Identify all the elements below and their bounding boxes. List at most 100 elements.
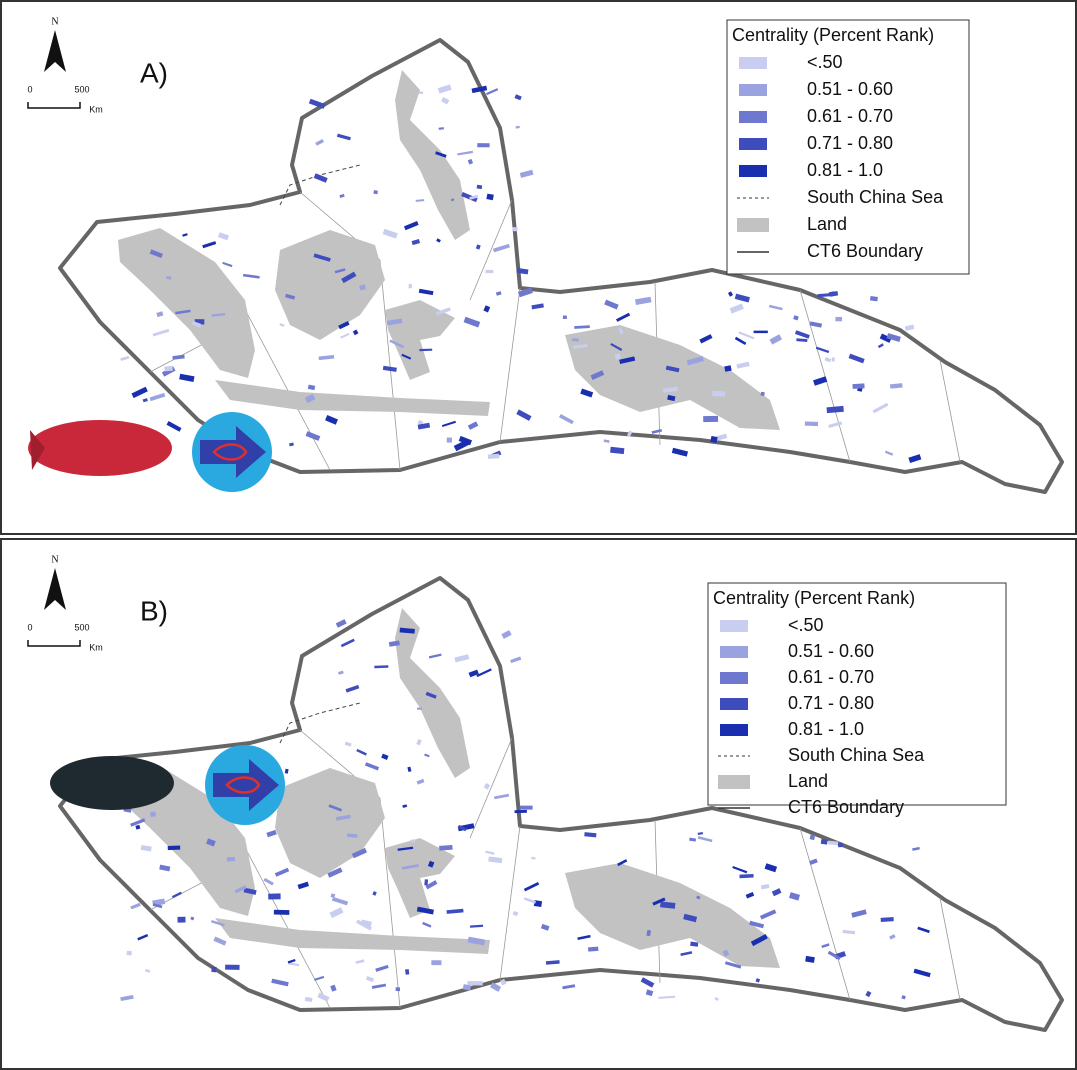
legend-label: 0.71 - 0.80 bbox=[807, 133, 893, 153]
reef-patch bbox=[396, 987, 400, 991]
reef-patch bbox=[127, 951, 132, 956]
reef-patch bbox=[835, 317, 842, 322]
legend-label: 0.71 - 0.80 bbox=[788, 693, 874, 713]
reef-patch bbox=[409, 284, 412, 288]
reef-patch bbox=[477, 143, 489, 147]
reef-patch bbox=[447, 438, 452, 443]
legend-label: 0.51 - 0.60 bbox=[807, 79, 893, 99]
legend-swatch bbox=[720, 724, 748, 736]
legend-swatch bbox=[739, 57, 767, 69]
legend-label: 0.51 - 0.60 bbox=[788, 641, 874, 661]
reef-patch bbox=[211, 967, 216, 973]
scale-label: Km bbox=[89, 104, 103, 114]
reef-patch bbox=[439, 845, 453, 851]
reef-patch bbox=[703, 416, 718, 422]
reef-patch bbox=[374, 665, 388, 668]
reef-patch bbox=[501, 630, 511, 639]
reef-patch bbox=[761, 392, 765, 396]
legend-swatch bbox=[718, 775, 750, 789]
legend-label: Land bbox=[807, 214, 847, 234]
scale-label: 0 bbox=[27, 622, 32, 632]
reef-patch bbox=[419, 91, 423, 94]
legend-title: Centrality (Percent Rank) bbox=[732, 25, 934, 45]
reef-patch bbox=[143, 398, 148, 402]
figure: N0500KmA)Centrality (Percent Rank)<.500.… bbox=[0, 0, 1077, 1070]
legend-swatch bbox=[720, 672, 748, 684]
reef-patch bbox=[419, 349, 432, 352]
legend-label: South China Sea bbox=[807, 187, 944, 207]
reef-patch bbox=[167, 421, 182, 432]
legend-label: <.50 bbox=[807, 52, 843, 72]
legend-swatch bbox=[720, 620, 748, 632]
reef-patch bbox=[410, 840, 415, 843]
reef-patch bbox=[512, 227, 517, 231]
scale-label: 500 bbox=[74, 622, 89, 632]
reef-patch bbox=[336, 619, 347, 628]
legend-label: CT6 Boundary bbox=[807, 241, 923, 261]
reef-patch bbox=[572, 338, 579, 341]
reef-patch bbox=[520, 806, 533, 810]
reef-patch bbox=[646, 989, 653, 996]
species-photo bbox=[50, 756, 174, 810]
reef-patch bbox=[164, 366, 172, 372]
reef-patch bbox=[514, 94, 521, 100]
reef-patch bbox=[641, 977, 655, 987]
reef-patch bbox=[150, 393, 166, 401]
reef-patch bbox=[467, 981, 482, 985]
reef-patch bbox=[120, 995, 133, 1001]
reef-patch bbox=[588, 947, 598, 952]
legend-label: South China Sea bbox=[788, 745, 925, 765]
reef-patch bbox=[610, 447, 624, 454]
legend-label: 0.81 - 1.0 bbox=[788, 719, 864, 739]
reef-patch bbox=[120, 356, 129, 361]
legend-swatch bbox=[737, 218, 769, 232]
reef-patch bbox=[870, 296, 878, 301]
legend-label: 0.81 - 1.0 bbox=[807, 160, 883, 180]
reef-patch bbox=[615, 353, 621, 359]
scale-label: 500 bbox=[74, 84, 89, 94]
legend-label: 0.61 - 0.70 bbox=[807, 106, 893, 126]
reef-patch bbox=[515, 810, 527, 813]
reef-patch bbox=[227, 857, 235, 861]
scale-bar bbox=[28, 640, 80, 646]
reef-patch bbox=[137, 934, 148, 940]
legend-swatch bbox=[739, 111, 767, 123]
reef-patch bbox=[712, 391, 725, 397]
north-arrow bbox=[44, 568, 66, 610]
reef-patch bbox=[477, 185, 483, 189]
reef-patch bbox=[563, 316, 567, 320]
north-arrow bbox=[44, 30, 66, 72]
reef-patch bbox=[821, 839, 828, 845]
reef-patch bbox=[510, 657, 521, 664]
legend-title: Centrality (Percent Rank) bbox=[713, 588, 915, 608]
reef-patch bbox=[486, 88, 498, 95]
reef-patch bbox=[881, 917, 894, 922]
reef-patch bbox=[150, 811, 156, 817]
legend-swatch bbox=[739, 165, 767, 177]
reef-patch bbox=[431, 960, 441, 965]
reef-patch bbox=[520, 170, 534, 178]
reef-patch bbox=[274, 910, 290, 915]
reef-patch bbox=[488, 454, 500, 459]
reef-patch bbox=[714, 997, 719, 1001]
reef-patch bbox=[485, 270, 493, 273]
reef-patch bbox=[912, 847, 920, 851]
panel: N0500KmB)Centrality (Percent Rank)<.500.… bbox=[1, 539, 1076, 1069]
reef-patch bbox=[838, 843, 843, 848]
reef-patch bbox=[516, 126, 520, 129]
reef-patch bbox=[168, 846, 181, 851]
reef-patch bbox=[373, 190, 377, 194]
legend-label: 0.61 - 0.70 bbox=[788, 667, 874, 687]
panel-label: B) bbox=[140, 595, 168, 626]
legend-swatch bbox=[739, 138, 767, 150]
legend-swatch bbox=[720, 698, 748, 710]
legend-label: Land bbox=[788, 771, 828, 791]
legend-label: CT6 Boundary bbox=[788, 797, 904, 817]
reef-patch bbox=[672, 448, 688, 457]
legend-label: <.50 bbox=[788, 615, 824, 635]
reef-patch bbox=[145, 969, 150, 973]
scale-bar bbox=[28, 102, 80, 108]
reef-patch bbox=[805, 421, 818, 426]
reef-patch bbox=[604, 439, 610, 443]
